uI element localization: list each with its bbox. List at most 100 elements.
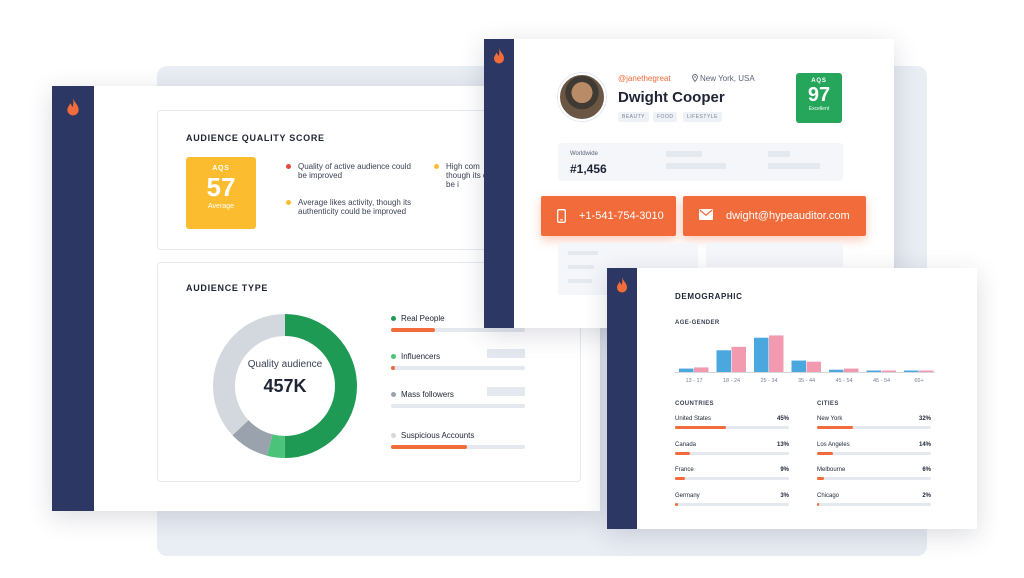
legend-label-text: Influencers — [401, 352, 441, 361]
chart-bar[interactable] — [731, 346, 747, 372]
rank-label: Worldwide — [570, 151, 598, 157]
aqs-score-badge: AQS 97 Excellent — [796, 73, 842, 123]
avatar[interactable] — [558, 73, 606, 121]
placeholder-line — [666, 163, 726, 169]
x-tick-label: 18 - 24 — [723, 378, 740, 384]
flame-logo-icon[interactable] — [616, 277, 628, 293]
stat-row: New York 32% — [817, 416, 931, 429]
aqs-score-badge: AQS 57 Average — [186, 157, 256, 229]
phone-button[interactable]: +1-541-754-3010 — [541, 196, 676, 236]
chart-bar[interactable] — [769, 335, 784, 372]
legend-dot-icon — [391, 392, 396, 397]
status-dot-icon — [286, 164, 291, 169]
quality-note: Quality of active audience could be impr… — [286, 162, 416, 180]
chart-bar[interactable] — [919, 370, 934, 373]
legend-item[interactable]: Influencers — [391, 349, 525, 370]
status-dot-icon — [286, 200, 291, 205]
chart-bar[interactable] — [866, 370, 882, 373]
legend-dot-icon — [391, 433, 396, 438]
legend-item[interactable]: Mass followers — [391, 387, 525, 408]
phone-icon — [557, 209, 566, 223]
donut-slice[interactable] — [213, 314, 357, 458]
chart-bar[interactable] — [844, 368, 859, 372]
progress-track — [391, 404, 525, 408]
x-tick-label: 25 - 34 — [760, 378, 777, 384]
legend-item[interactable]: Suspicious Accounts — [391, 430, 525, 449]
stat-row: Los Angeles 14% — [817, 442, 931, 455]
progress-fill — [817, 426, 854, 429]
stat-label: Germany — [675, 492, 700, 499]
placeholder-line — [768, 163, 820, 169]
chart-bar[interactable] — [754, 337, 769, 372]
demographic-title: DEMOGRAPHIC — [675, 292, 743, 301]
profile-window: @janethegreat New York, USA Dwight Coope… — [484, 39, 894, 328]
quality-note: Average likes activity, though its authe… — [286, 198, 422, 216]
stat-label: United States — [675, 416, 712, 422]
email-text: dwight@hypeauditor.com — [726, 210, 850, 222]
progress-fill — [675, 451, 690, 455]
placeholder-value — [487, 349, 525, 358]
profile-location: New York, USA — [692, 74, 755, 83]
progress-track — [391, 445, 525, 449]
chart-bar[interactable] — [881, 370, 897, 373]
quality-note-text: Quality of active audience could be impr… — [298, 162, 411, 180]
donut-center-value: 457K — [263, 376, 307, 396]
quality-note: High com though its could be i — [434, 162, 506, 189]
progress-track — [817, 451, 931, 455]
aqs-label: AQS — [212, 165, 230, 172]
chart-bar[interactable] — [679, 368, 694, 372]
chart-bar[interactable] — [806, 361, 822, 372]
x-tick-label: 13 - 17 — [685, 378, 702, 384]
tag-badge[interactable]: BEAUTY — [618, 112, 650, 122]
placeholder-line — [568, 265, 594, 269]
audience-donut-chart — [213, 314, 357, 458]
profile-handle[interactable]: @janethegreat — [618, 74, 671, 83]
cities-title: CITIES — [817, 401, 839, 407]
stat-percent: 45% — [776, 416, 789, 422]
email-icon — [699, 209, 713, 220]
legend-dot-icon — [391, 354, 396, 359]
legend-label-text: Suspicious Accounts — [401, 431, 475, 440]
stat-label: Chicago — [817, 492, 840, 499]
sidebar-rail — [607, 268, 637, 529]
stat-percent: 3% — [780, 492, 789, 499]
flame-logo-icon[interactable] — [493, 48, 505, 64]
donut-center-label: Quality audience — [247, 359, 323, 370]
email-button[interactable]: dwight@hypeauditor.com — [683, 196, 866, 236]
stat-label: Canada — [675, 441, 697, 448]
tag-badge[interactable]: FOOD — [653, 112, 678, 122]
chart-bar[interactable] — [904, 370, 919, 373]
placeholder-line — [666, 151, 702, 157]
legend-item[interactable]: Real People — [391, 313, 525, 332]
x-tick-label: 45 - 54 — [835, 378, 852, 384]
quality-note-text: High com though its could be i — [446, 162, 503, 189]
legend-dot-icon — [391, 316, 396, 321]
placeholder-value — [487, 387, 525, 396]
progress-track — [675, 426, 789, 429]
stat-percent: 32% — [918, 416, 931, 422]
chart-bar[interactable] — [791, 360, 807, 372]
status-dot-icon — [434, 164, 439, 169]
location-pin-icon — [692, 74, 698, 83]
tag-badge[interactable]: LIFESTYLE — [683, 112, 722, 122]
progress-track — [817, 477, 931, 480]
x-tick-label: 35 - 44 — [798, 378, 815, 384]
progress-fill — [391, 366, 396, 370]
chart-bar[interactable] — [694, 367, 709, 372]
quality-note-text: Average likes activity, though its authe… — [298, 198, 412, 216]
chart-bar[interactable] — [716, 350, 732, 372]
donut-center: Quality audience 457K — [210, 359, 360, 397]
rank-panel: Worldwide #1,456 — [558, 143, 843, 181]
progress-track — [675, 451, 789, 455]
progress-track — [391, 328, 525, 332]
phone-text: +1-541-754-3010 — [579, 210, 664, 222]
legend-label: Mass followers — [391, 387, 525, 400]
progress-track — [817, 502, 931, 506]
progress-fill — [675, 502, 679, 506]
flame-logo-icon[interactable] — [66, 98, 80, 116]
stat-percent: 9% — [780, 467, 789, 473]
stat-row: Canada 13% — [675, 442, 789, 455]
countries-title: COUNTRIES — [675, 401, 714, 407]
chart-bar[interactable] — [829, 369, 844, 372]
age-gender-chart: 13 - 17 18 - 24 25 - 34 35 - 44 45 - 54 45 - … — [675, 335, 935, 384]
